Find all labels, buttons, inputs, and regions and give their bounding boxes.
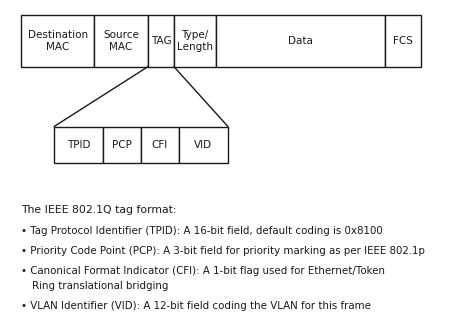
Text: Destination
MAC: Destination MAC (28, 30, 87, 52)
Polygon shape (54, 127, 103, 163)
Text: CFI: CFI (152, 140, 168, 150)
Text: TPID: TPID (67, 140, 91, 150)
Text: • Tag Protocol Identifier (TPID): A 16-bit field, default coding is 0x8100: • Tag Protocol Identifier (TPID): A 16-b… (21, 226, 383, 236)
Text: The IEEE 802.1Q tag format:: The IEEE 802.1Q tag format: (21, 205, 177, 215)
Text: Type/
Length: Type/ Length (177, 30, 213, 52)
Text: Ring translational bridging: Ring translational bridging (32, 281, 168, 291)
Polygon shape (54, 67, 228, 127)
Text: PCP: PCP (112, 140, 132, 150)
Text: Source
MAC: Source MAC (103, 30, 139, 52)
Polygon shape (103, 127, 141, 163)
Polygon shape (148, 15, 174, 67)
Polygon shape (94, 15, 148, 67)
Polygon shape (179, 127, 228, 163)
Text: VID: VID (194, 140, 212, 150)
Polygon shape (216, 15, 385, 67)
Polygon shape (385, 15, 421, 67)
Polygon shape (141, 127, 179, 163)
Polygon shape (21, 15, 94, 67)
Text: • VLAN Identifier (VID): A 12-bit field coding the VLAN for this frame: • VLAN Identifier (VID): A 12-bit field … (21, 301, 371, 311)
Text: • Priority Code Point (PCP): A 3-bit field for priority marking as per IEEE 802.: • Priority Code Point (PCP): A 3-bit fie… (21, 246, 425, 256)
Polygon shape (174, 15, 216, 67)
Text: TAG: TAG (151, 36, 171, 46)
Text: FCS: FCS (393, 36, 413, 46)
Text: Data: Data (289, 36, 313, 46)
Text: • Canonical Format Indicator (CFI): A 1-bit flag used for Ethernet/Token: • Canonical Format Indicator (CFI): A 1-… (21, 266, 385, 276)
